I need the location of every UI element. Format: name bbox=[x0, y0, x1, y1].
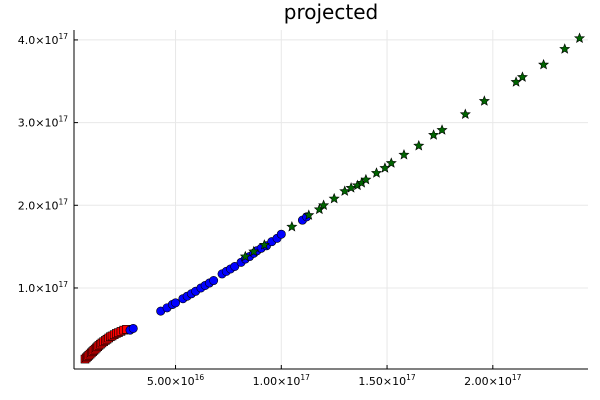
star-point bbox=[538, 58, 550, 70]
data-marks bbox=[80, 32, 586, 364]
circle-point bbox=[230, 261, 240, 271]
star-point bbox=[398, 149, 410, 160]
circle-point bbox=[171, 298, 181, 308]
grid bbox=[74, 30, 588, 369]
circle-point bbox=[276, 229, 286, 239]
star-point bbox=[385, 157, 397, 168]
star-point bbox=[239, 250, 251, 262]
star-point bbox=[559, 43, 571, 54]
series-square bbox=[80, 325, 131, 364]
star-point bbox=[413, 139, 425, 151]
star-point bbox=[574, 32, 586, 43]
star-point bbox=[248, 245, 260, 257]
axes bbox=[73, 30, 588, 370]
y-tick-label: 2.0×1017 bbox=[18, 197, 68, 212]
circle-point bbox=[209, 276, 219, 286]
x-tick-label: 5.00×1016 bbox=[147, 373, 204, 388]
series-star bbox=[239, 32, 586, 262]
star-point bbox=[360, 173, 372, 185]
star-point bbox=[258, 239, 270, 250]
y-tick-label: 3.0×1017 bbox=[18, 115, 68, 130]
x-tick-label: 2.00×1017 bbox=[464, 373, 521, 388]
ticks: 5.00×1016 1.00×1017 1.50×1017 2.00×1017 1.0×… bbox=[18, 32, 522, 388]
y-tick-label: 1.0×1017 bbox=[18, 280, 68, 295]
series-circle bbox=[125, 212, 312, 335]
y-tick-label: 4.0×1017 bbox=[18, 32, 68, 47]
star-point bbox=[370, 167, 382, 178]
x-tick-label: 1.00×1017 bbox=[253, 373, 310, 388]
circle-point bbox=[128, 323, 138, 333]
star-point bbox=[510, 76, 522, 87]
star-point bbox=[345, 182, 357, 193]
chart-title: projected bbox=[284, 0, 378, 24]
star-point bbox=[516, 71, 528, 82]
star-point bbox=[478, 95, 490, 106]
star-point bbox=[286, 220, 298, 232]
x-tick-label: 1.50×1017 bbox=[358, 373, 415, 388]
star-point bbox=[379, 162, 391, 173]
star-point bbox=[459, 108, 471, 120]
star-point bbox=[303, 209, 315, 220]
star-point bbox=[328, 192, 340, 204]
star-point bbox=[428, 129, 440, 140]
star-point bbox=[436, 124, 448, 135]
star-point bbox=[339, 185, 351, 196]
star-point bbox=[318, 199, 330, 210]
